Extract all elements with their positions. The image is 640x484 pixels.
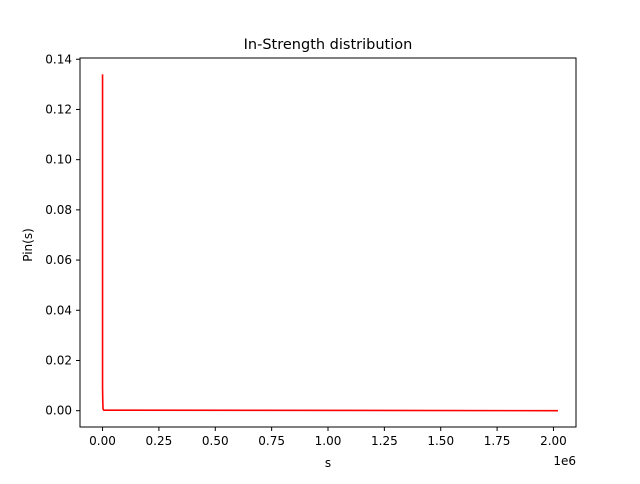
y-tick-label: 0.04	[45, 303, 72, 317]
y-tick-label: 0.06	[45, 253, 72, 267]
x-tick-label: 0.75	[258, 434, 285, 448]
x-tick-label: 1.00	[315, 434, 342, 448]
y-tick-label: 0.14	[45, 52, 72, 66]
x-tick-label: 0.00	[89, 434, 116, 448]
series-line	[101, 74, 558, 412]
y-tick-label: 0.08	[45, 203, 72, 217]
y-tick-label: 0.12	[45, 102, 72, 116]
x-axis-label: s	[325, 456, 331, 470]
chart-title: In-Strength distribution	[244, 37, 413, 53]
x-tick-label: 0.50	[202, 434, 229, 448]
plot-layer	[101, 74, 558, 412]
y-tick-label: 0.10	[45, 153, 72, 167]
y-axis-ticks: 0.00 0.02 0.04 0.06 0.08 0.10 0.12 0.14	[45, 52, 80, 418]
x-tick-label: 2.00	[540, 434, 567, 448]
y-tick-label: 0.02	[45, 353, 72, 367]
x-tick-label: 1.50	[427, 434, 454, 448]
x-tick-label: 0.25	[146, 434, 173, 448]
y-tick-label: 0.00	[45, 404, 72, 418]
x-tick-label: 1.25	[371, 434, 398, 448]
x-axis-offset-label: 1e6	[553, 454, 576, 468]
x-axis-ticks: 0.00 0.25 0.50 0.75 1.00 1.25 1.50 1.75 2.00	[89, 427, 567, 448]
x-tick-label: 1.75	[484, 434, 511, 448]
y-axis-label: Pin(s)	[21, 228, 35, 262]
